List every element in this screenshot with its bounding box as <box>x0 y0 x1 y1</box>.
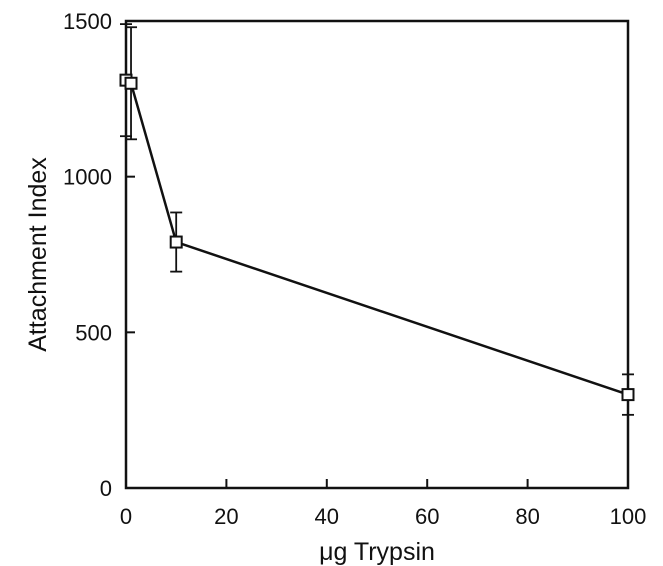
series-line <box>125 79 629 396</box>
data-point <box>169 235 183 249</box>
x-tick-label: 80 <box>515 504 539 529</box>
y-tick-label: 1500 <box>63 9 112 34</box>
y-tick-label: 500 <box>75 320 112 345</box>
x-tick-label: 60 <box>415 504 439 529</box>
y-tick-label: 1000 <box>63 165 112 190</box>
y-axis-title: Attachment Index <box>24 157 52 352</box>
data-markers <box>119 73 635 402</box>
x-tick-label: 100 <box>610 504 647 529</box>
x-axis-ticks: 0 20 40 60 80 100 <box>120 479 646 529</box>
x-axis-title: μg Trypsin <box>319 538 435 566</box>
x-tick-label: 20 <box>214 504 238 529</box>
y-axis-ticks: 0 500 1000 1500 <box>63 9 135 501</box>
y-tick-label: 0 <box>100 476 112 501</box>
x-tick-label: 40 <box>315 504 339 529</box>
data-point <box>124 76 138 90</box>
x-tick-label: 0 <box>120 504 132 529</box>
plot-frame <box>124 19 630 490</box>
error-bars <box>120 23 634 416</box>
series-line-group <box>125 79 629 396</box>
data-point <box>621 388 635 402</box>
plot-frame-rect <box>124 19 630 490</box>
